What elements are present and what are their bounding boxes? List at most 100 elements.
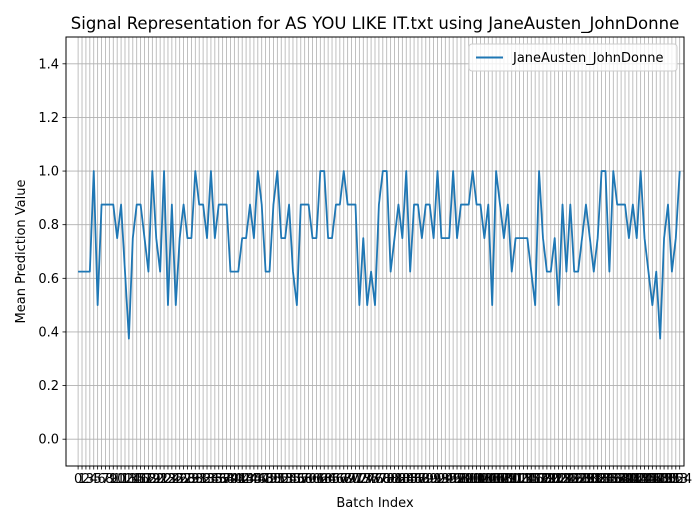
x-tick-label: 18	[140, 472, 157, 487]
x-tick-label: 93	[433, 472, 450, 487]
x-tick-label: 22	[156, 472, 173, 487]
x-tick-label: 77	[371, 472, 388, 487]
x-tick-label: 126	[558, 472, 583, 487]
x-tick-label: 67	[332, 472, 349, 487]
x-tick-label: 36	[210, 472, 227, 487]
x-tick-label: 8	[105, 472, 113, 487]
x-tick-label: 24	[164, 472, 181, 487]
series-layer	[78, 170, 681, 340]
x-tick-label: 74	[359, 472, 376, 487]
x-tick-label: 76	[367, 472, 384, 487]
x-tick-label: 98	[453, 472, 470, 487]
x-tick-label: 61	[308, 472, 325, 487]
y-axis-ticks: 0.0 0.2 0.4 0.6 0.8 1.0 1.2 1.4	[38, 57, 66, 448]
x-tick-label: 146	[636, 472, 661, 487]
y-tick-label: 1.4	[38, 57, 59, 72]
x-tick-label: 39	[222, 472, 239, 487]
x-tick-label: 131	[577, 472, 602, 487]
x-tick-label: 91	[425, 472, 442, 487]
legend: JaneAusten_JohnDonne	[468, 43, 678, 72]
x-tick-label: 59	[300, 472, 317, 487]
x-tick-label: 119	[531, 472, 556, 487]
x-tick-label: 65	[324, 472, 341, 487]
x-tick-label: 47	[253, 472, 270, 487]
x-tick-label: 50	[265, 472, 282, 487]
x-tick-label: 153	[663, 472, 688, 487]
x-tick-label: 124	[550, 472, 575, 487]
legend-box	[468, 43, 678, 72]
x-tick-label: 0	[74, 472, 82, 487]
x-tick-label: 113	[507, 472, 532, 487]
x-tick-label: 92	[429, 472, 446, 487]
x-tick-label: 81	[386, 472, 403, 487]
x-tick-label: 140	[613, 472, 638, 487]
x-tick-label: 3	[86, 472, 94, 487]
x-tick-label: 143	[624, 472, 649, 487]
x-tick-label: 20	[148, 472, 165, 487]
x-tick-label: 7	[101, 472, 109, 487]
x-tick-label: 23	[160, 472, 177, 487]
x-tick-label: 135	[593, 472, 618, 487]
x-tick-label: 55	[285, 472, 302, 487]
x-tick-label: 108	[488, 472, 513, 487]
x-tick-label: 86	[406, 472, 423, 487]
x-tick-label: 53	[277, 472, 294, 487]
x-tick-label: 106	[480, 472, 505, 487]
x-tick-label: 4	[90, 472, 98, 487]
x-tick-label: 34	[203, 472, 220, 487]
x-tick-label: 79	[378, 472, 395, 487]
x-tick-label: 103	[468, 472, 493, 487]
x-tick-label: 57	[293, 472, 310, 487]
y-tick-label: 1.2	[38, 111, 59, 126]
x-tick-label: 63	[316, 472, 333, 487]
x-axis-ticks: 0123456789101112131415161718192021222324…	[74, 466, 692, 487]
x-tick-label: 109	[491, 472, 516, 487]
x-tick-label: 72	[351, 472, 368, 487]
y-tick-label: 0.4	[38, 325, 59, 340]
x-tick-label: 80	[382, 472, 399, 487]
x-tick-label: 9	[109, 472, 117, 487]
y-axis-label: Mean Prediction Value	[14, 180, 29, 324]
x-tick-label: 120	[534, 472, 559, 487]
x-tick-label: 110	[495, 472, 520, 487]
x-tick-label: 101	[460, 472, 485, 487]
x-tick-label: 88	[414, 472, 431, 487]
x-tick-label: 2	[82, 472, 90, 487]
x-tick-label: 90	[421, 472, 438, 487]
x-tick-label: 14	[125, 472, 142, 487]
x-tick-label: 138	[605, 472, 630, 487]
x-tick-label: 54	[281, 472, 298, 487]
x-tick-label: 147	[640, 472, 665, 487]
x-tick-label: 82	[390, 472, 407, 487]
x-tick-label: 145	[632, 472, 657, 487]
x-tick-label: 26	[171, 472, 188, 487]
x-tick-label: 151	[656, 472, 681, 487]
x-tick-label: 102	[464, 472, 489, 487]
x-tick-label: 94	[437, 472, 454, 487]
x-tick-label: 105	[476, 472, 501, 487]
x-tick-label: 96	[445, 472, 462, 487]
x-tick-label: 31	[191, 472, 208, 487]
x-tick-label: 5	[94, 472, 102, 487]
x-tick-label: 11	[113, 472, 130, 487]
x-gridlines	[77, 37, 681, 466]
x-tick-label: 60	[304, 472, 321, 487]
x-tick-label: 139	[609, 472, 634, 487]
x-tick-label: 35	[207, 472, 224, 487]
x-tick-label: 46	[250, 472, 267, 487]
x-tick-label: 99	[457, 472, 474, 487]
y-tick-label: 0.2	[38, 379, 59, 394]
x-tick-label: 130	[574, 472, 599, 487]
x-tick-label: 122	[542, 472, 567, 487]
y-gridlines	[66, 63, 684, 440]
x-tick-label: 64	[320, 472, 337, 487]
x-tick-label: 17	[136, 472, 153, 487]
x-tick-label: 116	[519, 472, 544, 487]
x-tick-label: 13	[121, 472, 138, 487]
x-tick-label: 87	[410, 472, 427, 487]
x-tick-label: 85	[402, 472, 419, 487]
x-tick-label: 137	[601, 472, 626, 487]
x-tick-label: 132	[581, 472, 606, 487]
x-tick-label: 25	[167, 472, 184, 487]
